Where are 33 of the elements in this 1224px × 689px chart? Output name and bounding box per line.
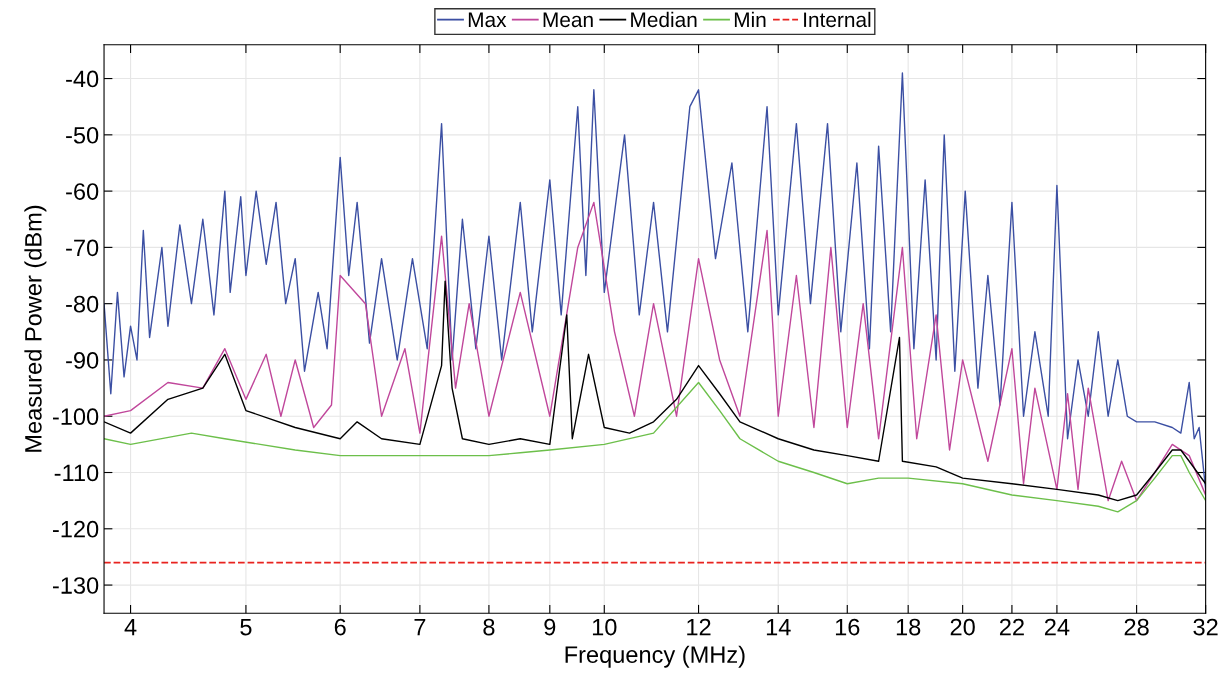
y-tick-label: -80 bbox=[66, 295, 99, 313]
y-tick-label: -130 bbox=[52, 577, 99, 594]
x-tick-label: 10 bbox=[592, 618, 617, 636]
y-tick-label: -50 bbox=[66, 126, 99, 144]
x-tick-label: 16 bbox=[835, 618, 860, 636]
x-tick-label: 5 bbox=[240, 618, 252, 636]
y-tick-label: -100 bbox=[52, 408, 99, 426]
x-tick-label: 9 bbox=[544, 618, 556, 636]
legend-label: Median bbox=[631, 11, 697, 28]
y-tick-label: -70 bbox=[66, 239, 99, 257]
x-tick-label: 24 bbox=[1044, 618, 1070, 636]
y-tick-label: -60 bbox=[66, 183, 99, 200]
y-tick-label: -90 bbox=[66, 352, 99, 369]
y-tick-label: -120 bbox=[52, 520, 99, 538]
x-tick-label: 32 bbox=[1193, 618, 1218, 636]
x-tick-label: 4 bbox=[124, 618, 137, 636]
x-tick-label: 22 bbox=[999, 618, 1024, 636]
x-tick-label: 14 bbox=[766, 618, 791, 636]
x-tick-label: 18 bbox=[896, 618, 921, 636]
x-axis-title: Frequency (MHz) bbox=[565, 645, 745, 668]
legend-label: Mean bbox=[543, 12, 593, 28]
legend-label: Max bbox=[468, 12, 507, 28]
x-tick-label: 7 bbox=[414, 618, 426, 636]
legend-label: Internal bbox=[804, 11, 871, 28]
x-tick-label: 20 bbox=[950, 618, 975, 636]
y-tick-label: -110 bbox=[54, 464, 99, 482]
y-axis-title: Measured Power (dBm) bbox=[24, 205, 47, 452]
x-tick-label: 8 bbox=[483, 618, 495, 636]
x-tick-label: 12 bbox=[687, 618, 711, 636]
x-tick-label: 6 bbox=[334, 618, 346, 636]
legend-label: Min bbox=[734, 11, 766, 27]
x-tick-label: 28 bbox=[1124, 618, 1149, 636]
y-tick-label: -40 bbox=[66, 70, 99, 88]
